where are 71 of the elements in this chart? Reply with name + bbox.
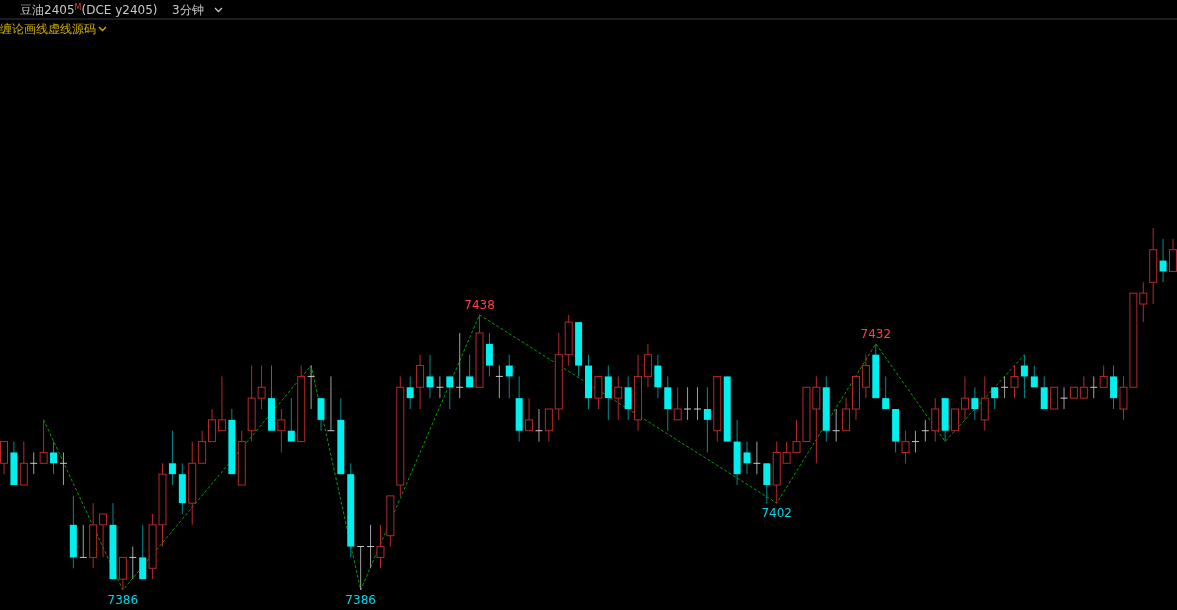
candlestick bbox=[376, 524, 385, 569]
candlestick bbox=[426, 354, 434, 399]
chart-title: 豆油2405$^{M}$(DCE y2405) bbox=[20, 2, 158, 17]
candlestick bbox=[703, 386, 711, 453]
candlestick bbox=[59, 451, 68, 486]
annotation: 7386 bbox=[345, 593, 376, 607]
candlestick bbox=[495, 365, 504, 399]
candlestick bbox=[139, 524, 147, 580]
candlestick bbox=[683, 386, 692, 421]
candlestick bbox=[1020, 354, 1028, 399]
candlestick bbox=[1149, 227, 1158, 305]
candlestick bbox=[614, 375, 623, 421]
candlestick bbox=[356, 546, 365, 591]
candlestick bbox=[1010, 365, 1019, 399]
chart-subtitle: 缠论画线虚线源码 bbox=[0, 22, 96, 36]
candlestick bbox=[624, 375, 632, 421]
candlestick bbox=[435, 375, 444, 399]
candlestick bbox=[168, 430, 176, 486]
candlestick bbox=[50, 441, 58, 475]
candlestick bbox=[980, 375, 989, 432]
candlestick bbox=[752, 441, 761, 475]
candlestick bbox=[554, 332, 563, 421]
candlestick bbox=[534, 408, 543, 443]
candlestick bbox=[326, 375, 335, 432]
candlestick bbox=[1110, 365, 1118, 410]
candlestick bbox=[991, 386, 999, 410]
candlestick bbox=[1089, 375, 1098, 399]
candlestick bbox=[466, 354, 474, 388]
annotation: 7438 bbox=[464, 297, 495, 312]
candlestick bbox=[1060, 386, 1069, 410]
candlestick bbox=[1000, 375, 1009, 399]
candlestick bbox=[634, 354, 643, 432]
candlestick bbox=[654, 354, 662, 399]
candlestick bbox=[861, 354, 870, 399]
candlestick bbox=[643, 343, 652, 388]
candlestick bbox=[366, 524, 375, 569]
candlestick bbox=[921, 419, 930, 443]
candlestick bbox=[29, 451, 38, 475]
annotation: 7386 bbox=[107, 593, 139, 607]
candlestick bbox=[79, 524, 88, 558]
text: 3分钟 bbox=[172, 3, 204, 17]
candlestick bbox=[901, 430, 910, 464]
candlestick bbox=[1040, 375, 1048, 410]
candlestick bbox=[743, 441, 751, 475]
candlestick bbox=[455, 332, 464, 399]
candlestick bbox=[693, 386, 702, 421]
candlestick bbox=[505, 354, 513, 399]
candlestick bbox=[317, 397, 325, 432]
candlestick bbox=[287, 397, 295, 443]
annotation: 7402 bbox=[761, 506, 792, 521]
candlestick bbox=[763, 462, 771, 504]
candlestick bbox=[307, 365, 316, 410]
candlestick bbox=[931, 397, 940, 443]
candlestick bbox=[128, 546, 137, 580]
candlestick bbox=[188, 441, 197, 526]
candlestick bbox=[406, 375, 414, 410]
candlestick bbox=[604, 365, 612, 421]
candlestick bbox=[277, 408, 286, 453]
candlestick bbox=[396, 375, 405, 497]
candlestick bbox=[446, 375, 454, 410]
candlestick bbox=[485, 332, 493, 377]
candlestick bbox=[911, 430, 920, 453]
candlestick bbox=[1159, 238, 1167, 283]
candlestick bbox=[960, 375, 969, 421]
candlestick bbox=[832, 408, 841, 443]
candlestick bbox=[416, 354, 425, 410]
candlestick bbox=[89, 502, 98, 569]
annotation: 7432 bbox=[860, 326, 892, 341]
candlestick bbox=[971, 386, 979, 421]
candlestick bbox=[882, 375, 890, 410]
candlestick bbox=[664, 375, 672, 432]
